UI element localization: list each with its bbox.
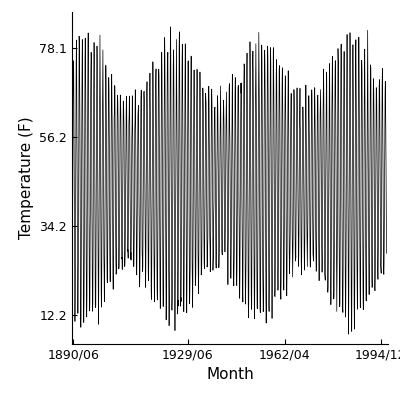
Y-axis label: Temperature (F): Temperature (F) [19,117,34,239]
X-axis label: Month: Month [206,368,254,382]
